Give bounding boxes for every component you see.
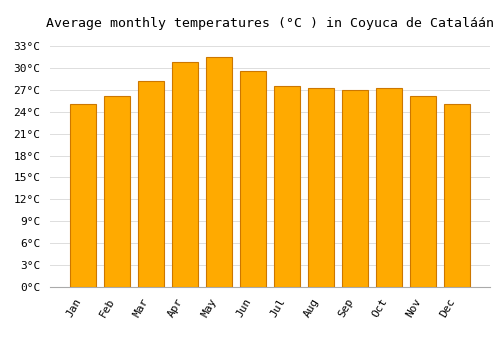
Bar <box>410 96 436 287</box>
Bar <box>206 57 232 287</box>
Bar <box>444 104 470 287</box>
Bar <box>70 104 96 287</box>
Bar <box>172 62 198 287</box>
Title: Average monthly temperatures (°C ) in Coyuca de Cataláán: Average monthly temperatures (°C ) in Co… <box>46 17 494 30</box>
Bar <box>308 88 334 287</box>
Bar <box>342 90 368 287</box>
Bar <box>376 88 402 287</box>
Bar <box>274 86 300 287</box>
Bar <box>240 71 266 287</box>
Bar <box>138 81 164 287</box>
Bar <box>104 96 130 287</box>
